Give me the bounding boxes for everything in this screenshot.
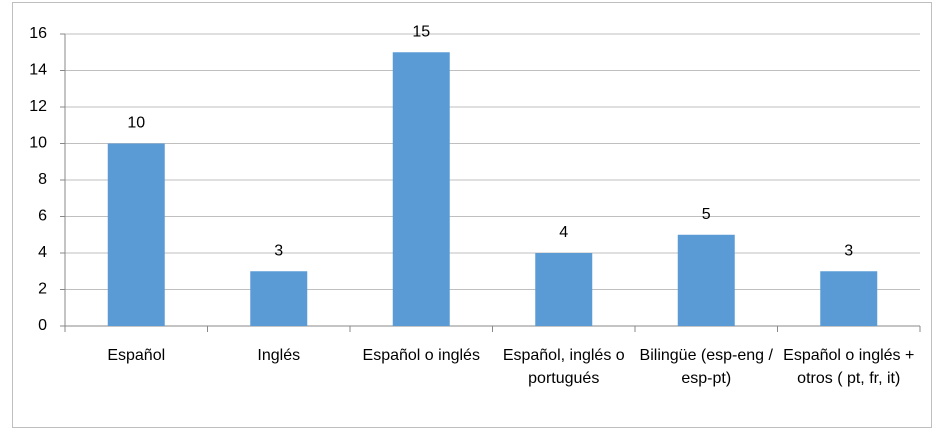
y-tick-label: 2 [38, 281, 47, 298]
y-tick-label: 0 [38, 317, 47, 334]
y-tick-label: 16 [29, 25, 47, 42]
bar [392, 52, 450, 326]
data-label: 10 [127, 115, 145, 132]
y-tick-label: 10 [29, 135, 47, 152]
data-label: 15 [412, 23, 430, 40]
data-label: 3 [844, 242, 853, 259]
x-tick-label: Español, inglés o portugués [502, 347, 625, 387]
bar [250, 271, 308, 326]
y-tick-label: 4 [38, 244, 47, 261]
x-tick-label: Español [107, 347, 166, 364]
data-label: 3 [274, 242, 283, 259]
y-tick-label: 8 [38, 171, 47, 188]
y-tick-label: 6 [38, 208, 47, 225]
bar [107, 143, 165, 326]
y-tick-label: 12 [29, 98, 47, 115]
data-label: 5 [702, 206, 711, 223]
y-tick-label: 14 [29, 62, 47, 79]
x-tick-label: Inglés [257, 347, 301, 364]
bar [820, 271, 878, 326]
x-tick-label: Español o inglés [362, 347, 480, 364]
bar [677, 234, 735, 326]
bar [535, 253, 593, 326]
x-tick-label: Bilingüe (esp-eng / esp-pt) [639, 347, 773, 387]
chart-frame [12, 2, 932, 428]
data-label: 4 [559, 224, 568, 241]
x-tick-label: Español o inglés + otros ( pt, fr, it) [783, 347, 915, 387]
